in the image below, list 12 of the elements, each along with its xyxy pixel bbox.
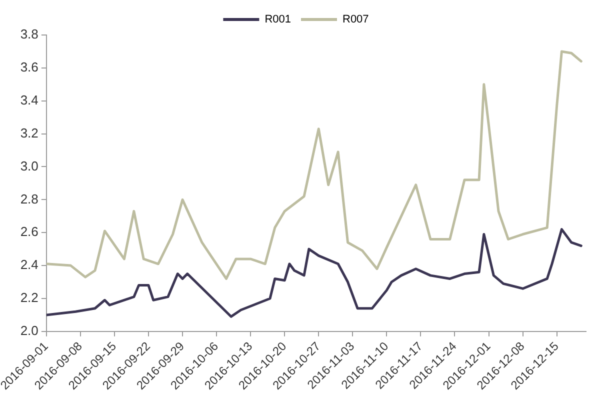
y-tick-label: 2.0 (20, 322, 38, 338)
legend-label: R001 (264, 14, 291, 26)
y-tick-label: 2.2 (20, 290, 38, 306)
y-tick-label: 3.2 (20, 125, 38, 140)
legend-label: R007 (342, 14, 369, 26)
y-tick-label: 2.6 (20, 224, 38, 240)
y-tick-label: 3.0 (20, 158, 38, 174)
y-tick-label: 3.8 (20, 26, 38, 42)
y-tick-label: 2.4 (20, 257, 38, 272)
y-tick-label: 3.4 (20, 92, 38, 108)
y-tick-label: 3.6 (20, 60, 38, 75)
y-tick-label: 2.8 (20, 191, 38, 206)
